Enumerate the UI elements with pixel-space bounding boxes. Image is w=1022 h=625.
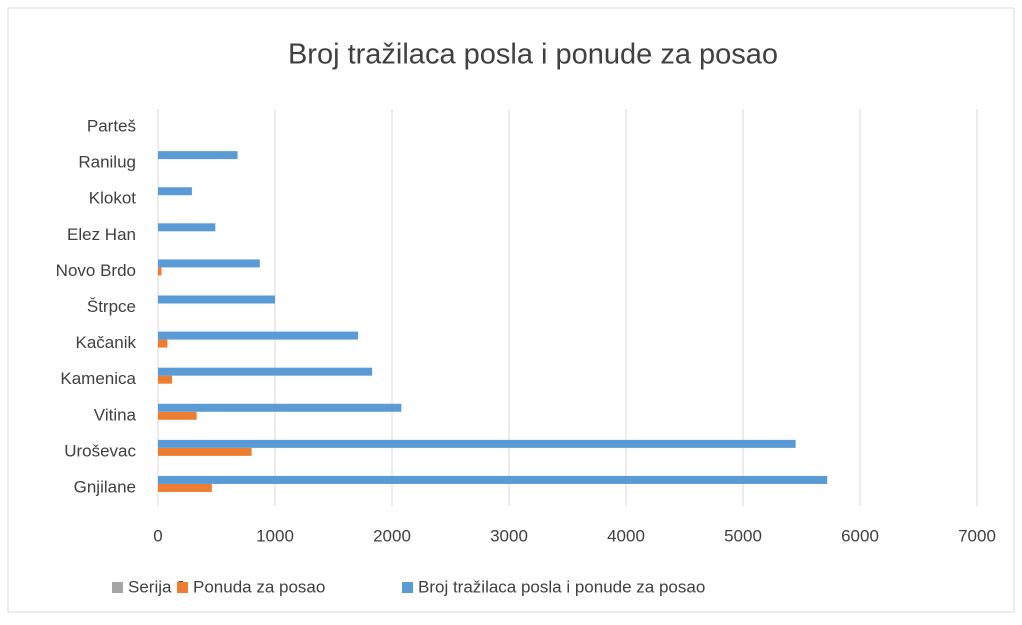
legend-swatch [402, 582, 413, 593]
bar [158, 223, 216, 232]
x-tick-label: 1000 [256, 526, 294, 545]
y-tick-label: Parteš [87, 117, 136, 136]
bar [158, 483, 212, 492]
x-tick-label: 6000 [841, 526, 879, 545]
bar [158, 439, 796, 448]
chart-title: Broj tražilaca posla i ponude za posao [288, 39, 778, 71]
y-tick-label: Vitina [94, 405, 137, 424]
x-tick-label: 5000 [724, 526, 762, 545]
x-tick-label: 7000 [958, 526, 996, 545]
legend-label: Ponuda za posao [193, 577, 325, 596]
bar [158, 447, 252, 456]
y-tick-label: Gnjilane [74, 477, 136, 496]
bar [158, 295, 275, 304]
legend-swatch [177, 582, 188, 593]
chart-border [7, 7, 1015, 613]
y-tick-label: Kačanik [76, 333, 137, 352]
bar [158, 403, 402, 412]
y-tick-label: Uroševac [64, 441, 136, 460]
x-tick-label: 2000 [373, 526, 411, 545]
bar [158, 375, 173, 384]
legend-label: Serija 3 [128, 577, 186, 596]
bar [158, 331, 359, 340]
y-tick-label: Klokot [89, 189, 137, 208]
bar [158, 187, 192, 196]
y-tick-label: Ranilug [78, 153, 136, 172]
bar [158, 475, 828, 484]
x-tick-label: 4000 [607, 526, 645, 545]
bar [158, 259, 260, 268]
bar [158, 267, 162, 276]
bar [158, 367, 373, 376]
y-tick-label: Novo Brdo [56, 261, 136, 280]
x-tick-label: 0 [153, 526, 162, 545]
legend-swatch [112, 582, 123, 593]
y-tick-label: Elez Han [67, 225, 136, 244]
y-tick-label: Kamenica [60, 369, 136, 388]
bar [158, 339, 168, 348]
y-tick-label: Štrpce [87, 297, 136, 316]
x-tick-label: 3000 [490, 526, 528, 545]
legend-label: Broj tražilaca posla i ponude za posao [418, 577, 705, 596]
bar [158, 411, 197, 420]
bar [158, 151, 238, 160]
